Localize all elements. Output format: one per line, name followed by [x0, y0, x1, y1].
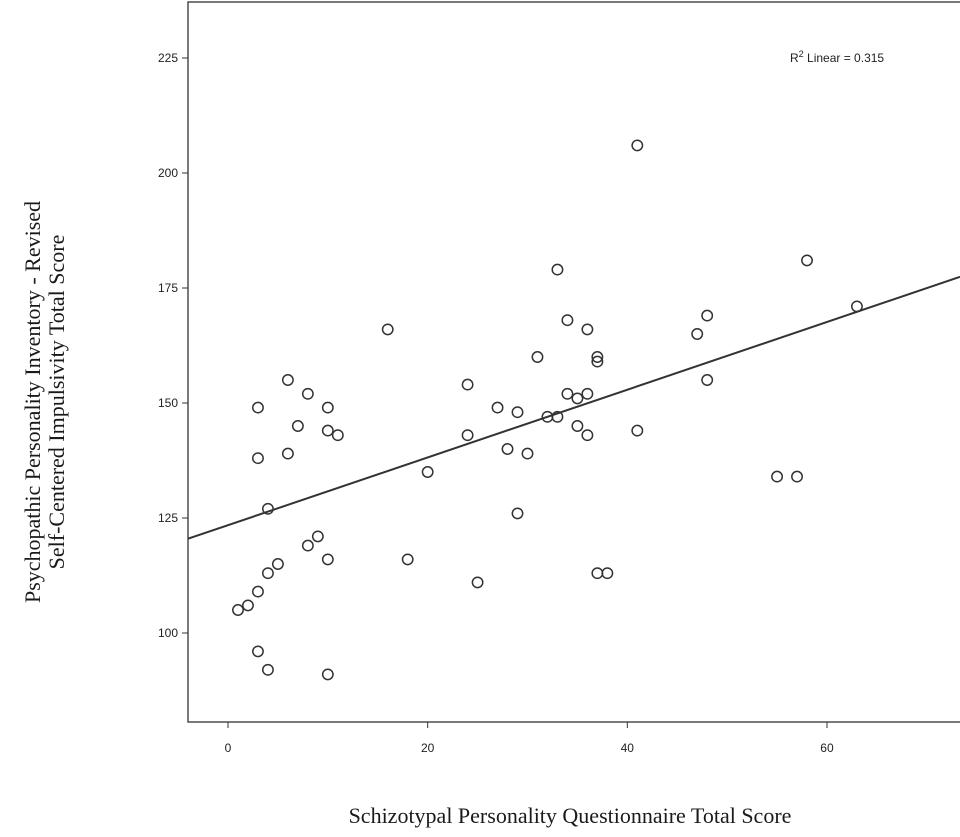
y-tick-label: 175 — [158, 281, 178, 295]
data-points — [232, 139, 863, 681]
data-point — [251, 585, 264, 598]
data-point — [591, 355, 604, 368]
data-point — [561, 314, 574, 327]
data-point — [261, 663, 274, 676]
y-axis-title-line-1: Psychopathic Personality Inventory - Rev… — [20, 201, 45, 603]
data-point — [271, 558, 284, 570]
data-point — [531, 351, 544, 363]
x-axis: 0 20 40 60 — [225, 722, 834, 755]
x-tick-label: 0 — [225, 741, 232, 755]
data-point — [850, 300, 863, 313]
data-point — [791, 470, 803, 483]
data-point — [251, 401, 264, 414]
data-point — [251, 452, 264, 465]
data-point — [461, 429, 474, 442]
data-point — [301, 539, 314, 552]
data-point — [571, 392, 584, 405]
y-tick-label: 200 — [158, 166, 178, 180]
data-point — [291, 420, 304, 432]
data-point — [771, 470, 784, 483]
data-point — [321, 401, 334, 414]
data-point — [631, 139, 644, 152]
r2-label-prefix: R — [790, 51, 799, 65]
data-point — [471, 576, 484, 589]
data-point — [571, 420, 584, 432]
data-point — [261, 502, 274, 515]
data-point — [281, 447, 294, 460]
data-point — [401, 553, 414, 566]
data-point — [631, 424, 644, 437]
data-point — [581, 323, 594, 336]
data-point — [701, 309, 714, 322]
data-point — [551, 263, 564, 276]
data-point — [421, 466, 434, 478]
plot-frame — [187, 1, 960, 723]
data-point — [321, 668, 334, 681]
data-point — [581, 429, 594, 442]
y-axis-title: Psychopathic Personality Inventory - Rev… — [20, 201, 69, 603]
y-tick-label: 225 — [158, 51, 178, 65]
data-point — [461, 378, 474, 391]
data-point — [511, 507, 524, 520]
data-point — [501, 443, 514, 455]
data-point — [551, 410, 564, 423]
data-point — [591, 351, 604, 363]
data-point — [331, 429, 344, 442]
x-axis-title: Schizotypal Personality Questionnaire To… — [349, 803, 792, 828]
data-point — [491, 401, 504, 414]
data-point — [281, 374, 294, 386]
data-point — [251, 645, 264, 658]
data-point — [561, 387, 574, 400]
data-point — [311, 530, 324, 543]
r2-linear-label: R2 Linear = 0.315 — [790, 49, 884, 65]
data-point — [321, 424, 334, 437]
fit-line-group — [187, 275, 960, 540]
data-point — [301, 387, 314, 400]
y-axis: 100 125 150 175 200 225 — [158, 51, 188, 640]
x-tick-label: 20 — [421, 741, 435, 755]
data-point — [232, 604, 244, 616]
y-axis-title-line-2: Self-Centered Impulsivity Total Score — [44, 235, 69, 570]
data-point — [801, 254, 813, 267]
r2-label-superscript: 2 — [799, 49, 804, 59]
y-tick-label: 125 — [158, 511, 178, 525]
x-tick-label: 60 — [820, 741, 834, 755]
data-point — [321, 553, 334, 566]
y-tick-label: 150 — [158, 396, 178, 410]
data-point — [691, 328, 704, 340]
data-point — [601, 567, 614, 580]
data-point — [511, 406, 524, 419]
y-tick-label: 100 — [158, 626, 178, 640]
regression-line — [187, 275, 960, 540]
data-point — [381, 323, 394, 336]
data-point — [261, 567, 274, 580]
data-point — [581, 387, 594, 400]
x-tick-label: 40 — [621, 741, 635, 755]
data-point — [242, 599, 254, 612]
data-point — [701, 374, 714, 386]
plot-area-border — [187, 1, 960, 723]
data-point — [521, 447, 534, 460]
r2-label-suffix: Linear = 0.315 — [804, 51, 885, 65]
